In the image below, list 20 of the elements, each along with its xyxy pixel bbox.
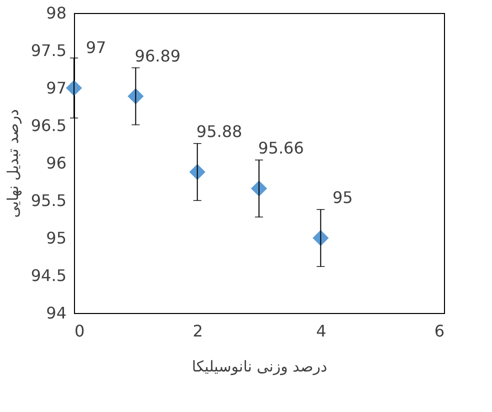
x-tick-label: 2 — [192, 322, 203, 340]
y-tick-label: 95 — [46, 228, 66, 248]
y-tick-label: 96 — [46, 154, 66, 172]
y-tick-label: 98 — [46, 4, 66, 22]
y-axis-title: درصد تبدیل نهایی — [4, 109, 22, 218]
data-label: 95 — [332, 188, 353, 207]
x-tick-label: 0 — [74, 322, 85, 340]
x-tick-label: 6 — [434, 322, 444, 340]
data-label: 95.66 — [258, 138, 304, 158]
data-label: 95.88 — [196, 122, 242, 141]
y-tick-label: 96.5 — [30, 116, 66, 135]
data-label: 96.89 — [134, 46, 181, 66]
data-label: 97 — [86, 38, 106, 57]
y-tick-label: 94.5 — [30, 266, 66, 285]
y-tick-label: 97 — [46, 78, 66, 98]
y-tick-label: 94 — [46, 304, 66, 322]
y-tick-label: 95.5 — [30, 191, 66, 210]
x-tick-label: 4 — [316, 322, 326, 340]
x-axis-title: درصد وزنی نانوسیلیکا — [192, 358, 328, 376]
y-tick-label: 97.5 — [30, 41, 66, 60]
